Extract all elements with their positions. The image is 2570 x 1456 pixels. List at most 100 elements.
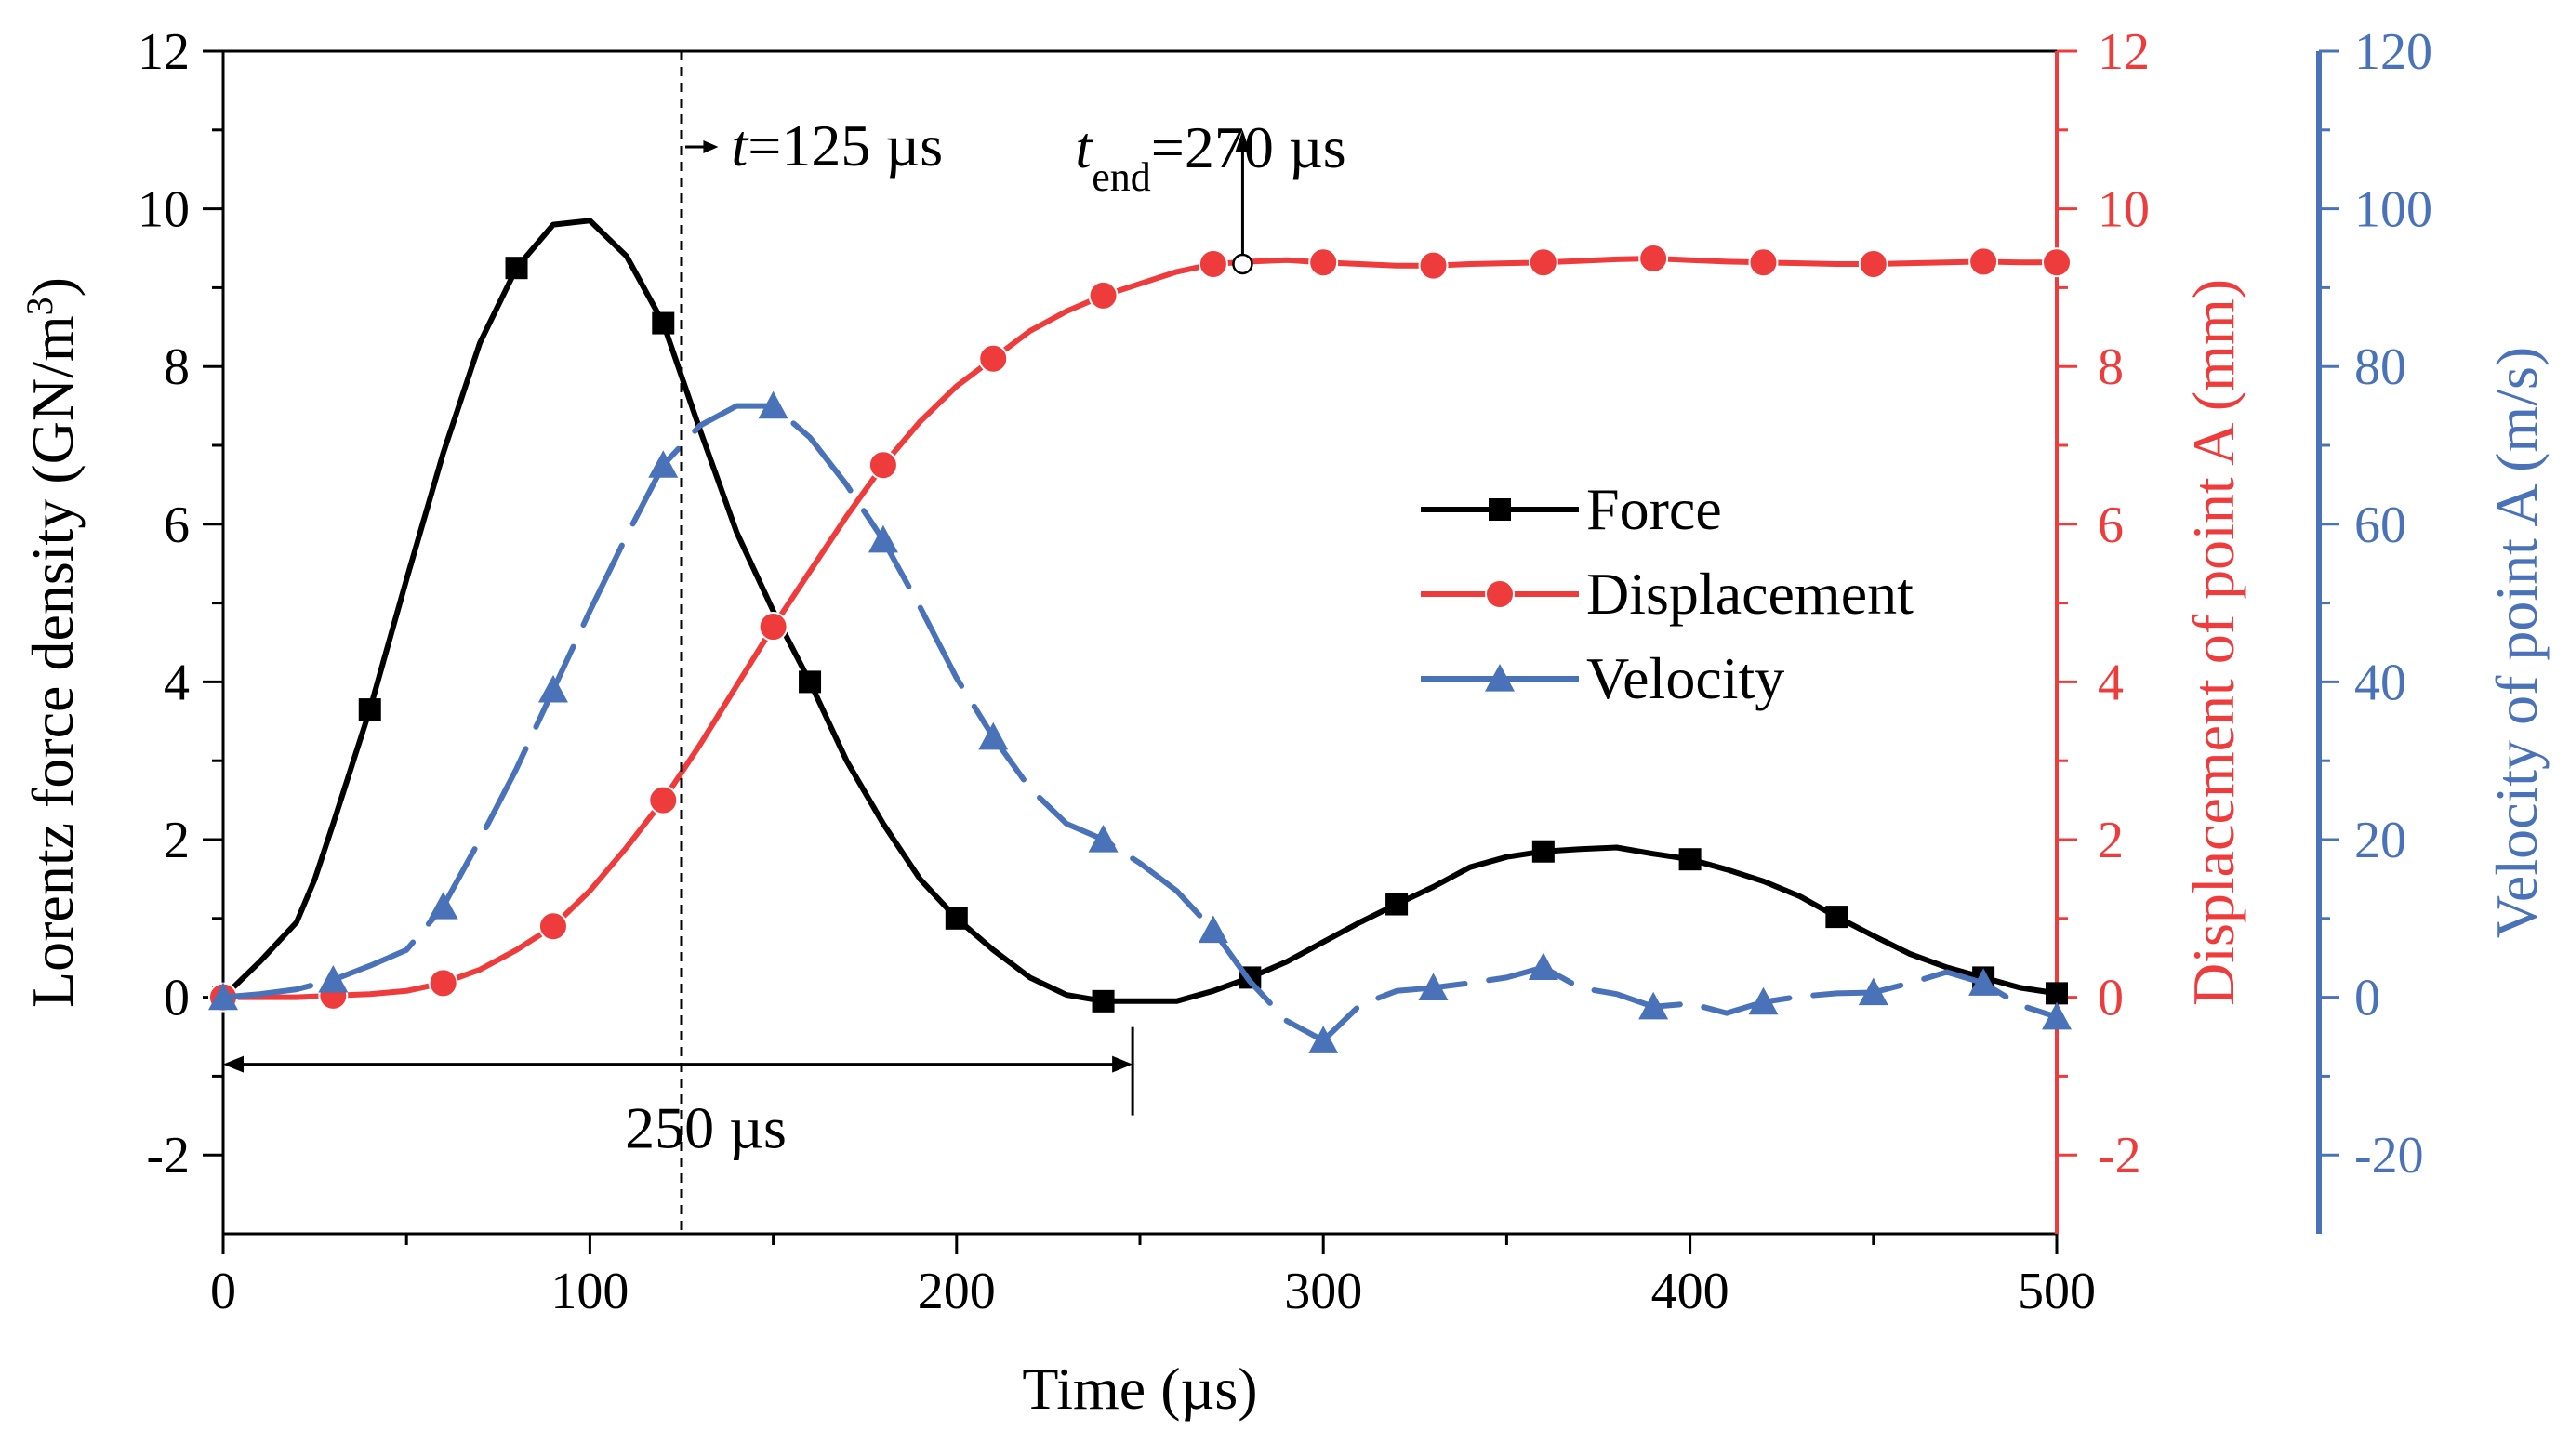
series-velocity-marker bbox=[1088, 825, 1119, 853]
series-velocity-marker bbox=[1308, 1026, 1339, 1053]
series-displacement-marker bbox=[537, 911, 568, 942]
series-force-marker bbox=[945, 907, 968, 930]
series-force-marker bbox=[1531, 840, 1555, 863]
y-displacement-tick-label: 0 bbox=[2098, 970, 2124, 1027]
legend-label-velocity: Velocity bbox=[1586, 645, 1784, 711]
series-force-marker bbox=[1385, 893, 1409, 916]
series-force-marker bbox=[1825, 906, 1848, 929]
x-axis-label: Time (µs) bbox=[1022, 1356, 1257, 1422]
series-force-marker bbox=[1092, 989, 1115, 1013]
series-displacement-marker bbox=[758, 612, 788, 642]
y-left-tick-label: 6 bbox=[164, 496, 190, 554]
y-velocity-tick-label: 40 bbox=[2354, 654, 2406, 711]
y-velocity-tick-label: 100 bbox=[2354, 181, 2432, 239]
span-arrowhead-right bbox=[1112, 1055, 1133, 1073]
y-displacement-tick-label: 2 bbox=[2098, 812, 2124, 869]
series-displacement-marker bbox=[648, 785, 679, 815]
span-label: 250 µs bbox=[625, 1095, 787, 1161]
x-tick-label: 300 bbox=[1284, 1263, 1362, 1320]
series-force-marker bbox=[505, 257, 528, 280]
y-velocity-tick-label: 120 bbox=[2354, 23, 2432, 81]
y-left-tick-label: 0 bbox=[164, 970, 190, 1027]
legend-marker-velocity bbox=[1485, 664, 1515, 692]
series-displacement-marker bbox=[1528, 247, 1558, 278]
series-velocity-marker bbox=[428, 892, 458, 920]
series-velocity-marker bbox=[1418, 973, 1449, 1001]
legend-marker-force bbox=[1489, 498, 1511, 521]
y-displacement-tick-label: 10 bbox=[2098, 181, 2150, 239]
series-velocity-marker bbox=[537, 674, 568, 703]
y-displacement-axis-label: Displacement of point A (mm) bbox=[2180, 279, 2246, 1006]
series-velocity bbox=[208, 390, 2072, 1053]
y-axis-velocity: -20 0 20 40 60 80 100 120 Velocity of point A (m… bbox=[2316, 23, 2550, 1234]
series-velocity-marker bbox=[1638, 991, 1669, 1020]
series-force-marker bbox=[2046, 982, 2068, 1005]
x-axis: 0 100 200 300 400 500 Time (µs) bbox=[210, 1234, 2096, 1422]
y-velocity-tick-label: 0 bbox=[2354, 970, 2380, 1027]
series-velocity-line bbox=[220, 403, 2060, 1044]
series-displacement-marker bbox=[1748, 247, 1779, 278]
series-displacement-marker bbox=[1198, 248, 1228, 279]
y-displacement-tick-label: -2 bbox=[2098, 1127, 2141, 1185]
y-velocity-tick-label: 60 bbox=[2354, 496, 2406, 554]
legend-item-displacement: Displacement bbox=[1421, 561, 1914, 627]
t-end-point bbox=[1232, 253, 1253, 275]
y-left-tick-label: 8 bbox=[164, 338, 190, 396]
series-force-line bbox=[220, 218, 2060, 1004]
y-left-tick-label: 10 bbox=[138, 181, 190, 239]
series-velocity-marker bbox=[758, 390, 788, 419]
series-displacement-marker bbox=[1418, 250, 1449, 281]
y-displacement-tick-label: 12 bbox=[2098, 23, 2150, 81]
y-displacement-tick-label: 6 bbox=[2098, 496, 2124, 554]
y-velocity-tick-label: 20 bbox=[2354, 812, 2406, 869]
y-axis-left: -2 0 2 4 6 8 10 12 Lorentz force density (GN/m3) bbox=[19, 23, 225, 1234]
series-displacement-marker bbox=[1638, 244, 1669, 274]
t-end-arrowhead bbox=[1235, 129, 1251, 152]
series-force-marker bbox=[1678, 848, 1702, 871]
y-left-tick-label: 4 bbox=[164, 654, 190, 711]
series-displacement-marker bbox=[1308, 247, 1339, 278]
span-arrowhead-left bbox=[223, 1055, 244, 1073]
legend-item-force: Force bbox=[1421, 476, 1722, 542]
series-force-marker bbox=[358, 698, 381, 721]
annotation-layer: t=125 µs tend=270 µs 250 µs bbox=[223, 51, 1346, 1234]
series-displacement-marker bbox=[428, 968, 458, 999]
y-velocity-axis-label: Velocity of point A (m/s) bbox=[2484, 347, 2550, 938]
y-left-tick-label: -2 bbox=[146, 1127, 190, 1185]
y-left-axis-label: Lorentz force density (GN/m3) bbox=[19, 277, 86, 1008]
x-tick-label: 100 bbox=[550, 1263, 629, 1320]
x-tick-label: 500 bbox=[2018, 1263, 2096, 1320]
series-velocity-marker bbox=[1528, 952, 1558, 980]
t-marker-label: t=125 µs bbox=[731, 113, 943, 179]
series-velocity-marker bbox=[1968, 968, 1999, 996]
t-marker-arrowhead bbox=[703, 140, 719, 153]
legend-label-force: Force bbox=[1586, 476, 1722, 542]
series-displacement-marker bbox=[2042, 247, 2072, 278]
legend: Force Displacement Velocity bbox=[1421, 476, 1914, 711]
series-velocity-marker bbox=[1858, 977, 1888, 1006]
series-layer bbox=[208, 218, 2072, 1053]
t-end-label: tend=270 µs bbox=[1075, 114, 1345, 200]
series-force-marker bbox=[652, 311, 675, 335]
series-displacement-marker bbox=[868, 450, 898, 481]
y-left-tick-label: 12 bbox=[138, 23, 190, 81]
series-velocity-marker bbox=[1198, 915, 1228, 944]
legend-label-displacement: Displacement bbox=[1586, 561, 1914, 627]
y-displacement-tick-label: 4 bbox=[2098, 654, 2124, 711]
legend-item-velocity: Velocity bbox=[1421, 645, 1784, 711]
y-left-tick-label: 2 bbox=[164, 812, 190, 869]
series-velocity-marker bbox=[2042, 1001, 2072, 1030]
x-tick-label: 200 bbox=[918, 1263, 996, 1320]
y-velocity-tick-label: -20 bbox=[2354, 1127, 2424, 1185]
series-force-marker bbox=[799, 670, 822, 694]
y-displacement-tick-label: 8 bbox=[2098, 338, 2124, 396]
series-displacement-marker bbox=[1968, 246, 1999, 277]
legend-marker-displacement bbox=[1485, 579, 1515, 609]
series-velocity-marker bbox=[868, 524, 898, 553]
series-velocity-marker bbox=[1748, 986, 1779, 1015]
x-tick-label: 0 bbox=[210, 1263, 236, 1320]
series-velocity-marker bbox=[978, 721, 1009, 750]
series-velocity-marker bbox=[208, 982, 238, 1011]
series-displacement-marker bbox=[978, 343, 1009, 374]
